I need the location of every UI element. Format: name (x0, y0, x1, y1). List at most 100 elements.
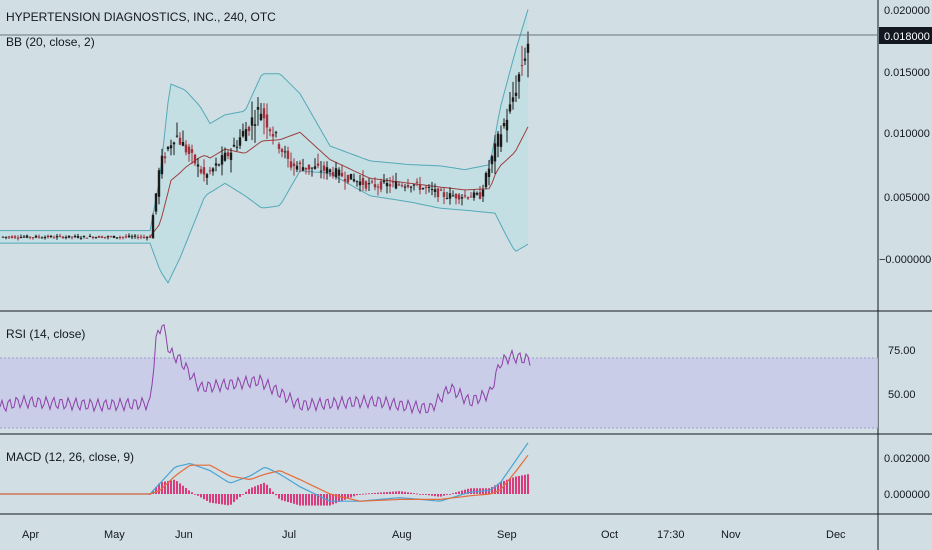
macd-hist-bar (440, 494, 442, 497)
candle-body (331, 172, 335, 177)
x-tick-jul: Jul (282, 529, 296, 541)
candle-body (391, 181, 395, 183)
macd-hist-bar (188, 490, 190, 494)
macd-hist-bar (230, 494, 232, 505)
candle-body (505, 119, 509, 131)
macd-hist-bar (281, 494, 283, 501)
macd-legend[interactable]: MACD (12, 26, close, 9) (6, 450, 135, 464)
macd-hist-bar (266, 484, 268, 494)
macd-hist-bar (248, 489, 250, 494)
candle-body (439, 189, 443, 191)
macd-hist-bar (209, 494, 211, 503)
macd-hist-bar (314, 494, 316, 506)
candle-body (340, 172, 344, 177)
candle-body (466, 197, 470, 199)
candle-body (304, 167, 308, 170)
macd-hist-bar (368, 493, 370, 495)
candle-body (253, 124, 257, 126)
macd-hist-bar (191, 492, 193, 494)
price-tick-3: 0.005000 (884, 192, 930, 204)
macd-hist-bar (272, 491, 274, 494)
macd-axis[interactable]: 0.002000 0.000000 (884, 453, 930, 501)
rsi-band (0, 358, 878, 428)
candle-body (454, 194, 458, 199)
macd-hist-bar (197, 494, 199, 496)
signal-line (0, 454, 529, 502)
candle-body (88, 235, 92, 237)
rsi-legend[interactable]: RSI (14, close) (6, 327, 86, 341)
candle-body (196, 164, 200, 167)
bb-band-fill (0, 9, 528, 283)
last-price-label: 0.018000 (884, 31, 930, 43)
candle-body (436, 188, 440, 198)
candle-body (97, 236, 101, 238)
candle-body (55, 236, 59, 238)
macd-hist-bar (287, 494, 289, 503)
candle-body (385, 182, 389, 187)
candle-body (124, 236, 128, 238)
macd-hist-bar (506, 479, 508, 494)
macd-hist-bar (257, 485, 259, 494)
macd-hist-bar (245, 491, 247, 494)
candle-body (133, 235, 137, 237)
macd-hist-bar (425, 494, 427, 495)
macd-hist-bar (473, 488, 475, 494)
candle-body (481, 189, 485, 197)
price-axis[interactable]: 0.020000 0.015000 0.010000 0.005000 −0.0… (879, 5, 932, 266)
macd-hist-bar (269, 488, 271, 494)
macd-hist-bar (443, 494, 445, 496)
candle-body (190, 149, 194, 153)
time-axis[interactable]: Apr May Jun Jul Aug Sep Oct 17:30 Nov De… (22, 529, 846, 541)
macd-hist-bar (200, 494, 202, 498)
macd-hist-bar (212, 494, 214, 504)
price-tick-4: −0.000000 (879, 254, 931, 266)
candle-body (235, 146, 239, 148)
candle-body (361, 178, 365, 185)
candle-body (394, 181, 398, 189)
macd-hist-bar (338, 494, 340, 503)
candle-body (451, 195, 455, 197)
macd-hist-bar (278, 494, 280, 499)
candle-body (283, 151, 287, 153)
candle-body (517, 74, 521, 82)
candle-body (52, 237, 56, 239)
candle-body (370, 181, 374, 183)
macd-hist-bar (263, 482, 265, 494)
macd-hist-bar (365, 493, 367, 495)
candle-body (427, 187, 431, 189)
bb-legend[interactable]: BB (20, close, 2) (6, 35, 95, 49)
macd-tick-1: 0.000000 (884, 489, 930, 501)
x-tick-1730: 17:30 (657, 529, 685, 541)
rsi-axis[interactable]: 75.00 50.00 (888, 345, 916, 401)
candle-body (43, 237, 47, 239)
candle-body (145, 237, 149, 239)
candle-body (109, 236, 113, 238)
candle-body (136, 236, 140, 238)
macd-hist-bar (461, 490, 463, 494)
candle-body (100, 236, 104, 238)
candle-body (10, 236, 14, 238)
candle-body (355, 181, 359, 183)
x-tick-apr: Apr (22, 529, 39, 541)
macd-hist-bar (332, 494, 334, 505)
macd-hist-bar (293, 494, 295, 504)
candle-body (286, 150, 290, 159)
macd-hist-bar (329, 494, 331, 506)
macd-hist-bar (389, 491, 391, 494)
macd-hist-bar (317, 494, 319, 506)
candle-body (118, 236, 122, 238)
candle-body (151, 215, 155, 239)
macd-hist-bar (464, 489, 466, 494)
candle-body (25, 235, 29, 238)
candle-body (223, 152, 227, 161)
candle-body (148, 236, 152, 238)
bb-upper-band (0, 9, 529, 232)
candle-body (19, 236, 23, 238)
candle-body (376, 186, 380, 188)
macd-hist-bar (173, 479, 175, 494)
candle-body (463, 195, 467, 197)
macd-hist-bar (512, 477, 514, 494)
macd-hist-bar (386, 492, 388, 494)
